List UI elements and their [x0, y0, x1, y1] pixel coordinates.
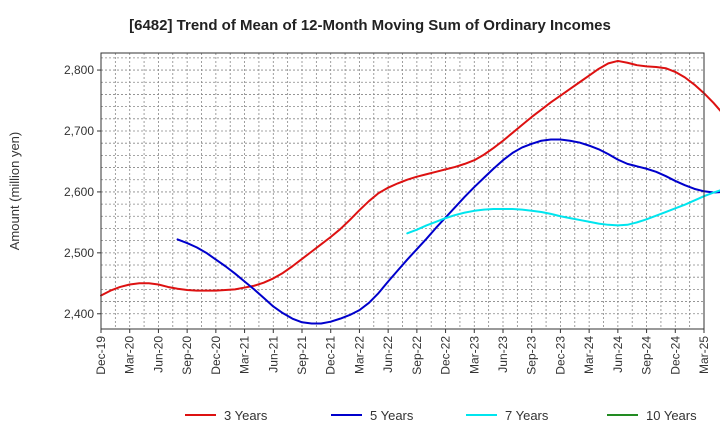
x-tick-label: Jun-22 — [381, 336, 395, 373]
legend: 3 Years 5 Years 7 Years 10 Years — [185, 408, 697, 423]
x-tick-label: Mar-22 — [352, 336, 366, 374]
x-tick-label: Sep-24 — [640, 336, 654, 375]
x-tick-label: Dec-19 — [94, 336, 108, 375]
x-tick-label: Mar-24 — [582, 336, 596, 374]
x-tick-label: Jun-21 — [266, 336, 280, 373]
y-tick-label: 2,500 — [64, 246, 94, 260]
x-axis-ticks: Dec-19 Mar-20 Jun-20 Sep-20 Dec-20 Mar-21 Jun-… — [94, 329, 711, 375]
x-tick-label: Mar-20 — [123, 336, 137, 374]
series-line-3-years — [100, 59, 720, 297]
y-tick-label: 2,800 — [64, 63, 94, 77]
x-tick-label: Dec-24 — [668, 336, 682, 375]
x-tick-label: Jun-24 — [611, 336, 625, 373]
x-tick-label: Dec-20 — [209, 336, 223, 375]
series-line-7-years — [406, 189, 720, 235]
series-line-5-years — [176, 138, 720, 325]
x-tick-label: Dec-22 — [439, 336, 453, 375]
x-tick-label: Sep-21 — [295, 336, 309, 375]
legend-label: 3 Years — [224, 408, 268, 423]
y-tick-label: 2,400 — [64, 307, 94, 321]
series-lines — [100, 59, 720, 325]
legend-label: 10 Years — [646, 408, 697, 423]
x-tick-label: Sep-23 — [525, 336, 539, 375]
x-tick-label: Dec-21 — [324, 336, 338, 375]
y-axis-label: Amount (million yen) — [7, 132, 22, 251]
x-tick-label: Mar-23 — [467, 336, 481, 374]
y-tick-label: 2,700 — [64, 124, 94, 138]
y-axis-ticks: 2,400 2,500 2,600 2,700 2,800 — [64, 63, 101, 321]
chart-title: [6482] Trend of Mean of 12-Month Moving … — [129, 17, 611, 34]
y-tick-label: 2,600 — [64, 185, 94, 199]
x-tick-label: Jun-20 — [151, 336, 165, 373]
x-tick-label: Sep-22 — [410, 336, 424, 375]
x-tick-label: Sep-20 — [180, 336, 194, 375]
x-tick-label: Jun-23 — [496, 336, 510, 373]
x-tick-label: Dec-23 — [553, 336, 567, 375]
x-tick-label: Mar-25 — [697, 336, 711, 374]
legend-label: 7 Years — [505, 408, 549, 423]
x-tick-label: Mar-21 — [238, 336, 252, 374]
plot-frame — [100, 52, 705, 330]
legend-label: 5 Years — [370, 408, 414, 423]
